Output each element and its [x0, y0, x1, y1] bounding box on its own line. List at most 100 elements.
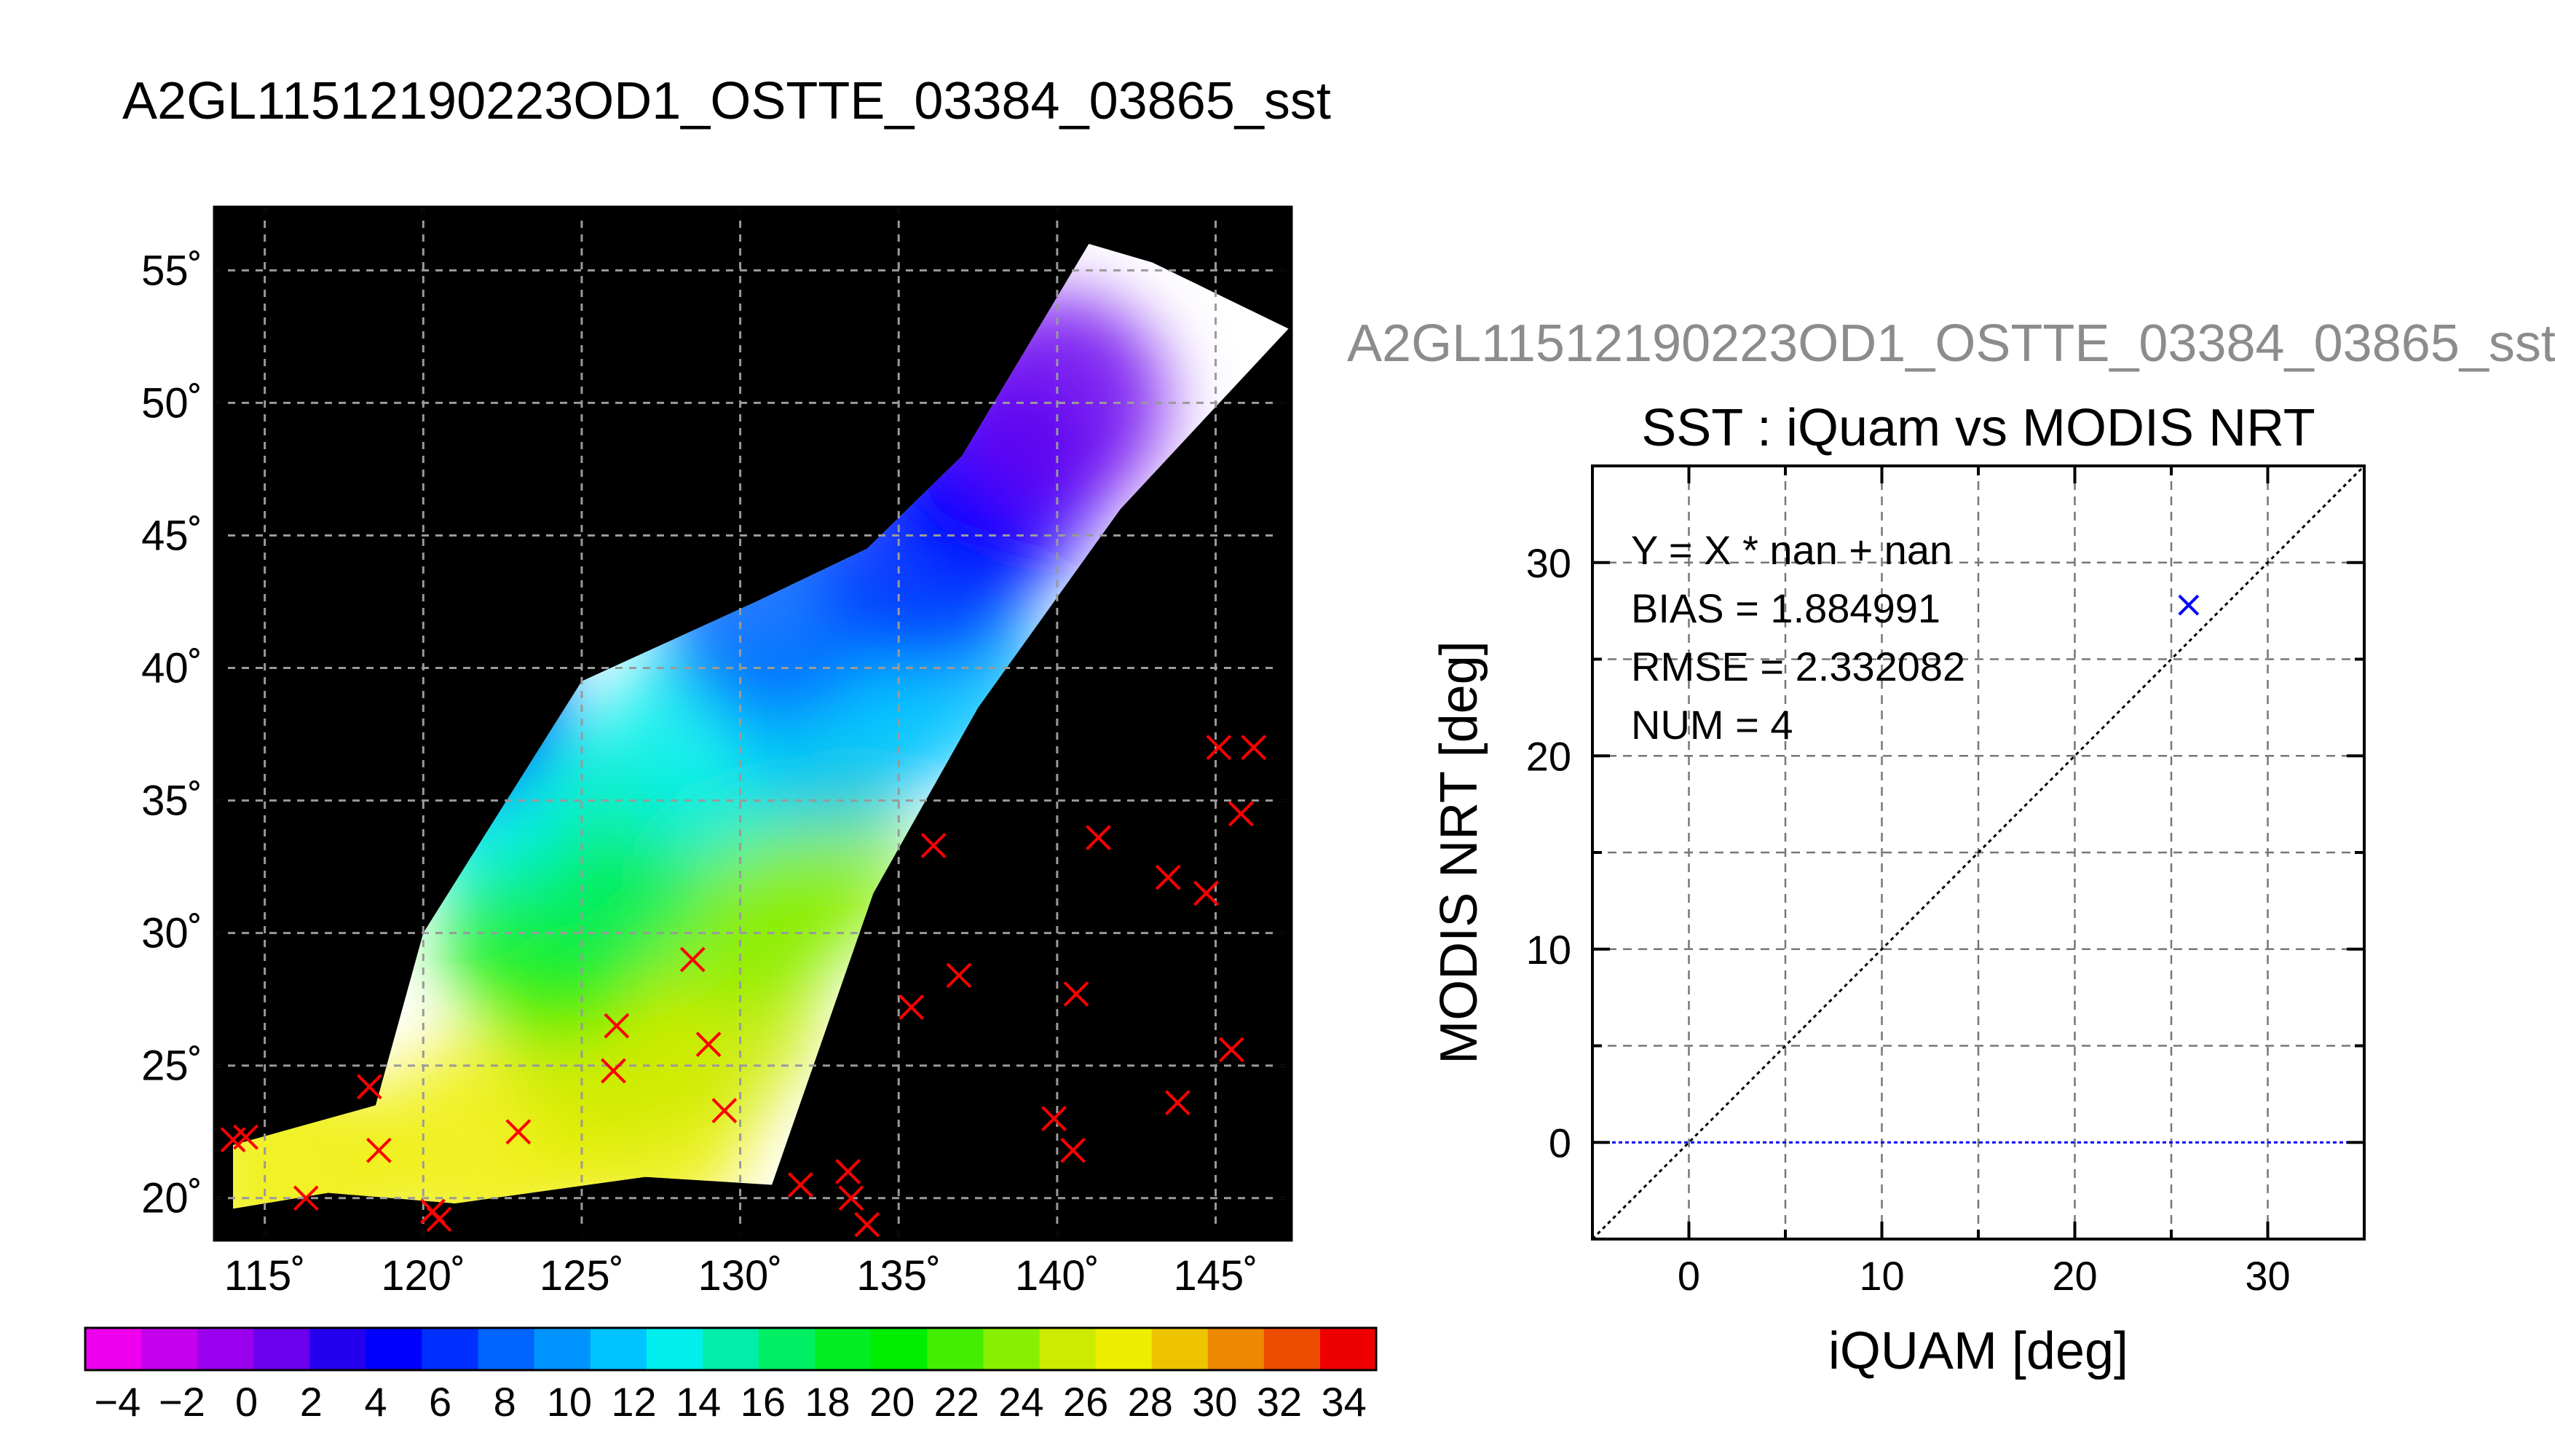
colorbar-tick-label: 0 [235, 1379, 258, 1425]
colorbar-tick-label: 4 [364, 1379, 387, 1425]
lat-tick-labels: 20˚ 25˚ 30˚ 35˚ 40˚ 45˚ 50˚ 55˚ [141, 247, 202, 1222]
stats-annotation-1: BIAS = 1.884991 [1631, 585, 1940, 631]
iquam-marker-14 [835, 1158, 861, 1184]
colorbar-cell-17 [1039, 1328, 1097, 1370]
iquam-marker-11 [695, 1032, 722, 1057]
scatter-plot: SST : iQuam vs MODIS NRT 0 10 20 30 0 10 20 30… [1430, 399, 2366, 1380]
scatter-grid [1592, 466, 2364, 1239]
x-tick-label: 30 [2245, 1253, 2290, 1299]
colorbar-cell-2 [197, 1328, 255, 1370]
lon-tick-label: 145˚ [1173, 1252, 1257, 1299]
colorbar-cell-8 [534, 1328, 591, 1370]
colorbar-tick-label: 32 [1257, 1379, 1302, 1425]
sst-map: 115˚ 120˚ 125˚ 130˚ 135˚ 140˚ 145˚ 20˚ 25˚ 30˚ 35… [141, 205, 1293, 1299]
y-tick-label: 20 [1526, 733, 1571, 779]
lon-tick-label: 125˚ [540, 1252, 624, 1299]
colorbar-cell-20 [1207, 1328, 1265, 1370]
iquam-marker-17 [899, 994, 925, 1021]
y-tick-labels: 0 10 20 30 [1526, 540, 1571, 1166]
colorbar-cell-18 [1095, 1328, 1153, 1370]
iquam-marker-20 [1041, 1106, 1067, 1131]
colorbar-tick-label: 12 [611, 1379, 656, 1425]
colorbar-tick-labels: −4 −2 0 2 4 6 8 10 12 14 16 18 20 22 24 26 28 30 32 34 [94, 1379, 1366, 1425]
x-tick-label: 0 [1678, 1253, 1700, 1299]
colorbar-cell-14 [871, 1328, 928, 1370]
iquam-marker-23 [1086, 825, 1111, 850]
lat-tick-label: 25˚ [141, 1042, 202, 1090]
colorbar-cell-13 [815, 1328, 872, 1370]
iquam-marker-8 [604, 1013, 630, 1039]
colorbar-tick-label: 28 [1128, 1379, 1173, 1425]
lon-tick-label: 140˚ [1015, 1252, 1099, 1299]
iquam-marker-19 [946, 962, 972, 989]
stats-annotation-0: Y = X * nan + nan [1631, 527, 1952, 573]
colorbar-tick-label: 18 [805, 1379, 850, 1425]
colorbar-tick-label: 34 [1322, 1379, 1367, 1425]
colorbar-tick-label: 26 [1063, 1379, 1108, 1425]
iquam-marker-18 [920, 833, 947, 858]
iquam-marker-2 [293, 1185, 319, 1211]
colorbar-tick-label: 10 [547, 1379, 592, 1425]
iquam-marker-4 [366, 1137, 392, 1163]
lon-tick-label: 120˚ [381, 1252, 465, 1299]
colorbar-tick-label: 16 [741, 1379, 786, 1425]
iquam-marker-21 [1060, 1137, 1086, 1163]
lon-tick-label: 130˚ [698, 1252, 783, 1299]
iquam-marker-27 [1206, 735, 1232, 761]
lat-tick-label: 30˚ [141, 910, 202, 957]
colorbar-tick-label: 30 [1192, 1379, 1237, 1425]
stats-annotation-3: NUM = 4 [1631, 702, 1793, 748]
lat-tick-label: 40˚ [141, 645, 202, 692]
iquam-marker-30 [1241, 735, 1267, 761]
x-axis-label: iQUAM [deg] [1828, 1322, 2128, 1380]
colorbar-cell-10 [646, 1328, 703, 1370]
colorbar-tick-label: 22 [934, 1379, 979, 1425]
iquam-marker-15 [838, 1185, 864, 1211]
colorbar-cell-5 [366, 1328, 423, 1370]
colorbar-tick-label: 8 [494, 1379, 516, 1425]
colorbar-cell-1 [141, 1328, 198, 1370]
colorbar-cell-4 [309, 1328, 367, 1370]
colorbar-cell-9 [590, 1328, 647, 1370]
iquam-marker-9 [601, 1058, 626, 1084]
iquam-marker-26 [1193, 880, 1219, 906]
colorbar-tick-label: −2 [159, 1379, 205, 1425]
map-frame [213, 205, 1293, 1242]
iquam-markers [220, 735, 1267, 1238]
lon-tick-labels: 115˚ 120˚ 125˚ 130˚ 135˚ 140˚ 145˚ [224, 1252, 1258, 1299]
secondary-title: A2GL11512190223OD1_OSTTE_03384_03865_sst [1347, 314, 2555, 373]
scatter-point-0 [2178, 594, 2200, 616]
iquam-marker-10 [679, 946, 706, 973]
lat-tick-label: 20˚ [141, 1175, 202, 1222]
colorbar-cell-6 [422, 1328, 479, 1370]
colorbar-tick-label: 24 [998, 1379, 1043, 1425]
iquam-marker-16 [854, 1211, 880, 1238]
colorbar-cell-22 [1319, 1328, 1377, 1370]
y-tick-label: 10 [1526, 927, 1571, 973]
iquam-marker-22 [1063, 981, 1089, 1007]
lat-tick-label: 35˚ [141, 778, 202, 825]
scatter-title: SST : iQuam vs MODIS NRT [1641, 399, 2315, 457]
lat-tick-label: 45˚ [141, 512, 202, 559]
colorbar-cell-15 [927, 1328, 984, 1370]
y-axis-label: MODIS NRT [deg] [1430, 641, 1488, 1064]
stats-annotations: Y = X * nan + nan BIAS = 1.884991 RMSE = 2… [1631, 527, 1965, 748]
colorbar-cell-11 [702, 1328, 759, 1370]
colorbar-cell-19 [1151, 1328, 1209, 1370]
colorbar-cell-16 [983, 1328, 1040, 1370]
lat-tick-label: 50˚ [141, 379, 202, 427]
x-tick-label: 10 [1859, 1253, 1904, 1299]
iquam-marker-12 [711, 1098, 738, 1124]
colorbar-cell-7 [478, 1328, 535, 1370]
x-tick-labels: 0 10 20 30 [1678, 1253, 2291, 1299]
colorbar-tick-label: −4 [94, 1379, 141, 1425]
scatter-points [2178, 594, 2200, 616]
reference-lines [1592, 466, 2364, 1239]
colorbar-frame [84, 1326, 1378, 1372]
scatter-ticks [1592, 466, 2364, 1239]
colorbar-cell-21 [1263, 1328, 1321, 1370]
stats-annotation-2: RMSE = 2.332082 [1631, 644, 1965, 689]
iquam-marker-24 [1155, 864, 1181, 890]
lon-tick-label: 135˚ [856, 1252, 941, 1299]
